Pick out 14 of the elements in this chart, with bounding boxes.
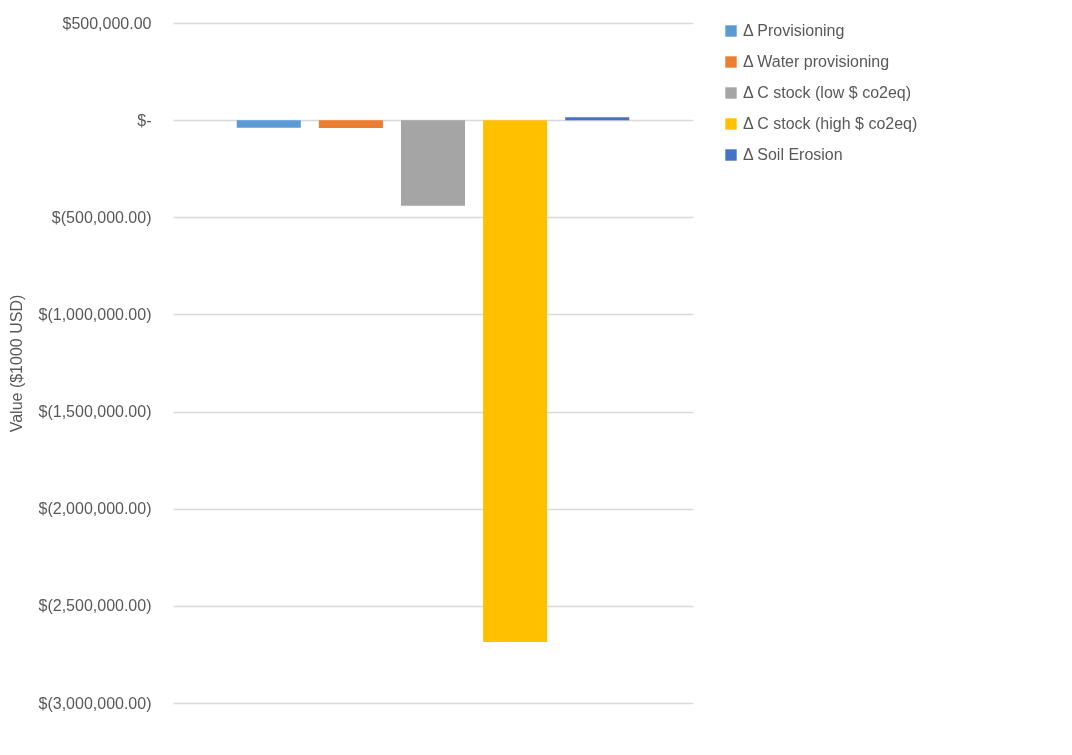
legend-label: Δ Provisioning xyxy=(743,22,845,39)
y-tick-label: $(1,500,000.00) xyxy=(38,403,152,421)
legend-label: Δ C stock (high $ co2eq) xyxy=(743,115,918,132)
y-tick-label: $(3,000,000.00) xyxy=(38,694,152,712)
legend-label: Δ C stock (low $ co2eq) xyxy=(743,84,912,101)
legend-label: Δ Water provisioning xyxy=(743,53,890,70)
y-axis-title: Value ($1000 USD) xyxy=(7,294,25,433)
y-tick-label: $(2,000,000.00) xyxy=(38,500,152,518)
y-tick-label: $(500,000.00) xyxy=(51,208,152,226)
y-tick-label: $(1,000,000.00) xyxy=(38,305,152,323)
y-tick-label: $(2,500,000.00) xyxy=(38,597,152,615)
legend-label: Δ Soil Erosion xyxy=(743,146,843,163)
y-tick-label: $500,000.00 xyxy=(62,14,152,32)
y-tick-label: $- xyxy=(137,111,152,129)
